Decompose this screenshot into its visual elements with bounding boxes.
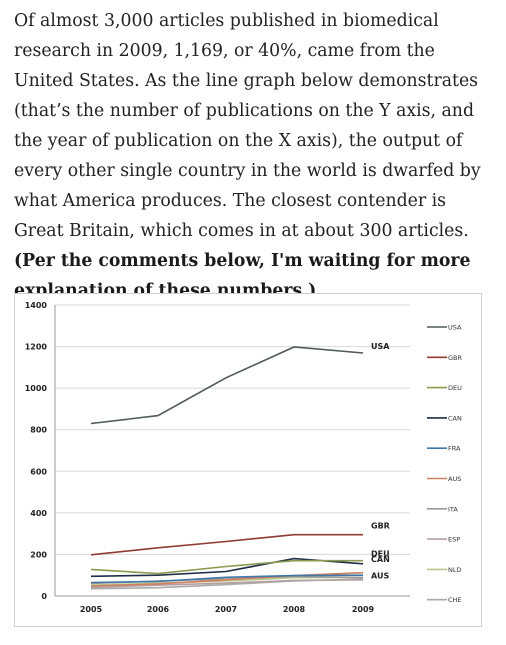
annotation-gbr: GBR: [371, 522, 390, 531]
y-tick-label: 800: [30, 426, 47, 435]
annotation-deu: DEU: [371, 550, 390, 559]
series-line-gbr: [90, 533, 363, 556]
series-line-aus: [90, 571, 364, 587]
line-chart: 0 200 400 600 800 1000 1200 1400 2005 2006 2007 200…: [25, 301, 463, 614]
series-line-usa: [90, 346, 364, 425]
y-tick-label: 1000: [25, 384, 48, 393]
series-line-esp: [90, 579, 364, 589]
article-paragraph: Of almost 3,000 articles published in bi…: [14, 6, 492, 306]
legend-entry-esp: ESP: [448, 536, 460, 544]
legend-entry-fra: FRA: [448, 445, 461, 453]
legend-entry-gbr: GBR: [448, 354, 462, 362]
x-tick-label: 2005: [80, 605, 103, 614]
line-chart-figure: 0 200 400 600 800 1000 1200 1400 2005 2006 2007 200…: [14, 293, 482, 627]
legend-entry-ita: ITA: [448, 505, 458, 513]
y-tick-label: 600: [30, 467, 47, 476]
x-tick-label: 2008: [283, 605, 306, 614]
legend-entry-usa: USA: [448, 324, 462, 332]
y-tick-label: 200: [30, 550, 47, 559]
x-tick-label: 2006: [147, 605, 170, 614]
series-line-fra: [90, 574, 364, 584]
y-tick-label: 400: [30, 509, 47, 518]
legend-entry-deu: DEU: [448, 384, 462, 392]
y-tick-label: 1400: [25, 301, 48, 310]
legend-entry-che: CHE: [448, 596, 462, 604]
legend-entry-can: CAN: [448, 414, 462, 422]
y-tick-label: 1200: [25, 343, 48, 352]
y-tick-label: 0: [41, 592, 47, 601]
x-tick-label: 2009: [352, 605, 375, 614]
annotation-aus: AUS: [371, 572, 389, 581]
x-tick-label: 2007: [215, 605, 237, 614]
article-text: Of almost 3,000 articles published in bi…: [14, 11, 481, 241]
series-line-deu: [90, 559, 363, 575]
legend-entry-nld: NLD: [448, 566, 462, 574]
legend-entry-aus: AUS: [448, 475, 461, 483]
annotation-can: CAN: [371, 555, 390, 564]
annotation-usa: USA: [371, 342, 390, 351]
